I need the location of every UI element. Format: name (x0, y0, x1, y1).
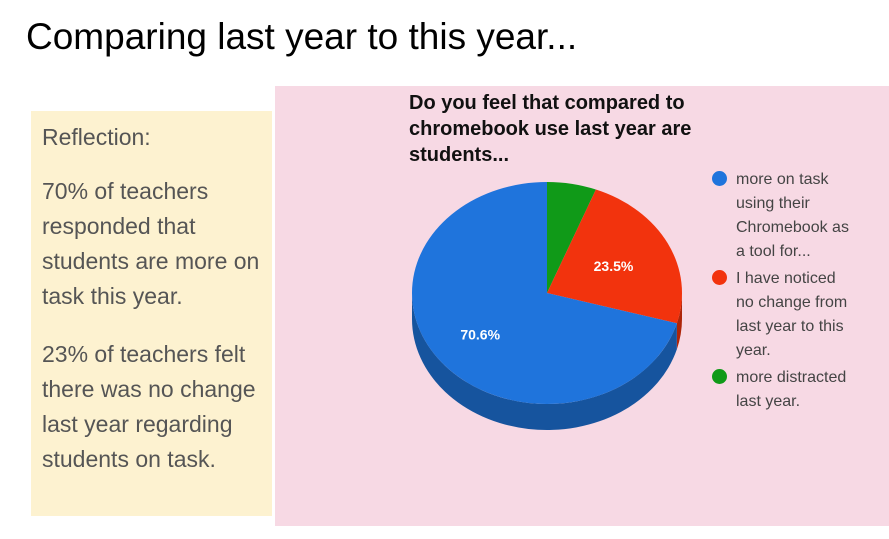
legend-label-1: I have noticed no change from last year … (736, 270, 848, 359)
legend-item-2: more distracted last year. (712, 366, 882, 414)
pie-labels: 23.5% 70.6% (460, 258, 634, 343)
pie-depth (412, 293, 682, 431)
pie-data-label-0: 70.6% (460, 327, 500, 343)
legend-swatch-2 (712, 369, 727, 384)
pie-chart: 23.5% 70.6% (412, 182, 682, 431)
pie-slice-2 (547, 182, 596, 293)
chart-panel: Do you feel that compared to chromebook … (275, 86, 889, 526)
legend-swatch-1 (712, 270, 727, 285)
chart-title: Do you feel that compared to chromebook … (409, 92, 692, 166)
reflection-paragraph-no-change: 23% of teachers felt there was no change… (42, 341, 256, 472)
pie-slice-0 (412, 182, 677, 404)
legend-swatch-0 (712, 171, 727, 186)
reflection-heading: Reflection: (42, 124, 151, 150)
pie-data-label-1: 23.5% (594, 258, 634, 274)
pie-slice-1 (547, 189, 682, 324)
pie-side-0 (412, 293, 677, 431)
legend-item-0: more on task using their Chromebook as a… (712, 168, 882, 264)
pie-slices (412, 182, 682, 404)
legend-label-0: more on task using their Chromebook as a… (736, 171, 849, 260)
reflection-panel: Reflection: 70% of teachers responded th… (31, 111, 272, 516)
slide-title: Comparing last year to this year... (26, 16, 578, 57)
legend-label-2: more distracted last year. (736, 369, 847, 410)
reflection-paragraph-on-task: 70% of teachers responded that students … (42, 178, 260, 309)
legend-item-1: I have noticed no change from last year … (712, 267, 882, 363)
pie-side-1 (676, 293, 682, 350)
chart-legend: more on task using their Chromebook as a… (712, 168, 882, 417)
